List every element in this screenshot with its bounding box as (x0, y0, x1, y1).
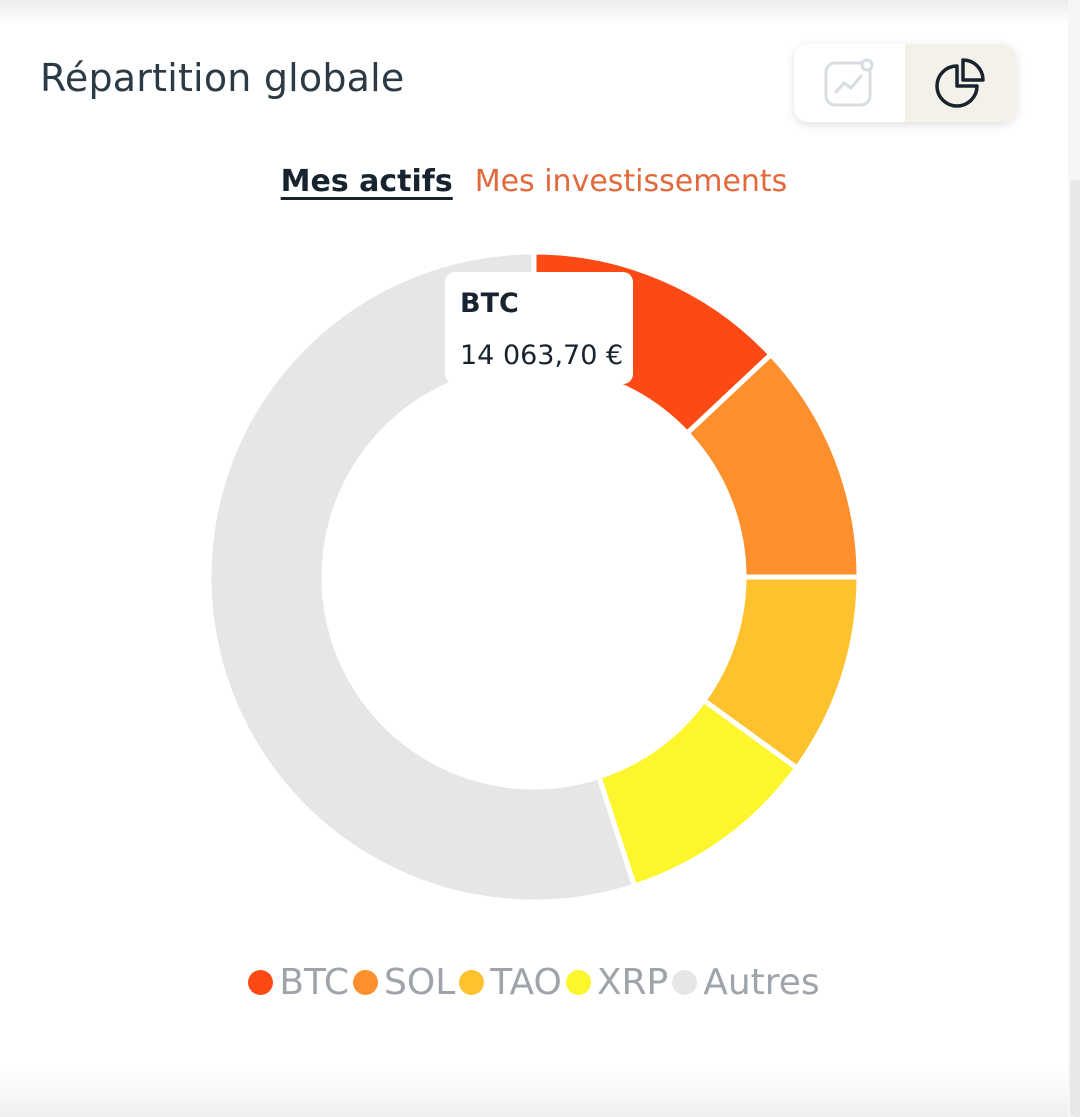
legend-item-btc[interactable]: BTC (248, 962, 349, 1003)
legend-label-autres: Autres (703, 962, 820, 1003)
legend-label-xrp: XRP (596, 962, 669, 1003)
legend-label-tao: TAO (490, 962, 562, 1003)
legend-dot-tao (459, 970, 485, 995)
chart-legend: BTC SOL TAO XRP Autres (0, 962, 1068, 1003)
bottom-fade (0, 1067, 1068, 1117)
legend-dot-sol (353, 970, 379, 995)
slice-autres[interactable] (206, 249, 638, 905)
tabs: Mes actifs Mes investissements (0, 164, 1068, 199)
chart-tooltip: BTC 14 063,70 € (445, 272, 633, 384)
legend-item-autres[interactable]: Autres (672, 962, 820, 1003)
page-title: Répartition globale (40, 56, 405, 100)
tooltip-title: BTC (460, 288, 519, 319)
legend-dot-btc (248, 970, 274, 995)
legend-item-xrp[interactable]: XRP (565, 962, 669, 1003)
tooltip-value: 14 063,70 € (460, 340, 624, 371)
chart-view-toggle[interactable] (794, 44, 1016, 122)
tab-mes-investissements[interactable]: Mes investissements (474, 164, 788, 199)
legend-item-sol[interactable]: SOL (353, 962, 455, 1003)
scrollbar-thumb[interactable] (1070, 180, 1080, 1117)
legend-dot-xrp (565, 970, 591, 995)
legend-label-sol: SOL (384, 962, 456, 1003)
tab-mes-actifs[interactable]: Mes actifs (280, 164, 453, 199)
legend-item-tao[interactable]: TAO (459, 962, 562, 1003)
pie-chart-view-button[interactable] (905, 44, 1016, 122)
pie-chart-icon (934, 58, 985, 108)
legend-label-btc: BTC (279, 962, 350, 1003)
line-chart-icon (824, 58, 873, 107)
line-chart-view-button[interactable] (794, 44, 905, 122)
top-fade (0, 0, 1068, 24)
legend-dot-autres (672, 970, 698, 995)
